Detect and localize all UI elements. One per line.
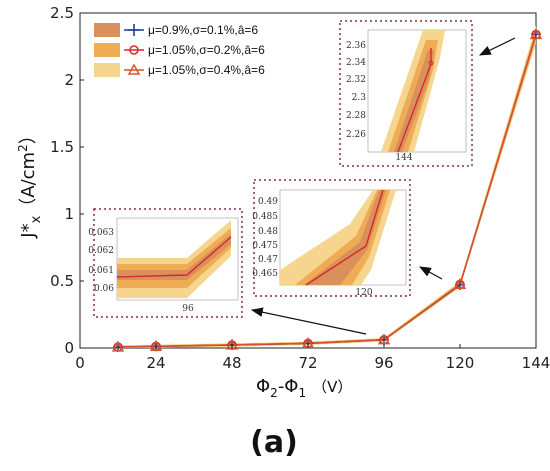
legend-swatch-1	[94, 23, 120, 37]
y-axis-ticks: 0 0.5 1 1.5 2 2.5	[50, 4, 84, 357]
x-label-dash: -Φ	[278, 376, 299, 397]
inset-144-band-inner	[394, 50, 434, 152]
inset-96-xtick: 96	[182, 304, 194, 314]
y-tick-label-2: 1	[64, 205, 74, 223]
legend: μ=0.9%,σ=0.1%,â=6 μ=1.05%,σ=0.2%,â=6 μ=1…	[94, 23, 265, 77]
inset-144-xtick: 144	[395, 153, 412, 163]
triangle-marker-s3-2	[225, 338, 239, 350]
x-label-sub2: 1	[298, 386, 306, 400]
inset-144-dotted-box	[339, 20, 473, 167]
y-label-unit: （A/cm	[18, 152, 39, 216]
inset-144-ytick-3: 2.32	[346, 75, 366, 85]
inset-120: 0.49 0.485 0.48 0.475 0.47 0.465 120	[252, 179, 411, 298]
triangle-marker-s3-5	[453, 277, 467, 290]
inset-144-ytick-2: 2.34	[346, 58, 366, 68]
y-tick-label-4: 2	[64, 71, 74, 89]
y-tick-label-3: 1.5	[50, 138, 74, 156]
y-label-unit-end: ）	[18, 126, 39, 144]
y-axis-label-text: J*x（A/cm2）	[16, 126, 44, 238]
y-label-unit-sup: 2	[16, 144, 30, 152]
y-tick-label-5: 2.5	[50, 4, 74, 22]
inset-96-ytick-4: 0.06	[94, 284, 114, 294]
legend-swatch-2	[94, 43, 120, 57]
circle-marker-icon	[129, 45, 139, 55]
inset-144-ytick-1: 2.36	[346, 41, 366, 51]
x-axis-ticks: 0 24 48 72 96 120 144	[75, 344, 550, 372]
y-tick-label-0: 0	[64, 339, 74, 357]
y-label-sub: x	[29, 215, 44, 223]
plus-marker-icon	[128, 24, 140, 36]
x-tick-label-5: 120	[446, 354, 475, 372]
inset-96-dotted-box	[93, 208, 243, 318]
triangle-marker-s3-6	[529, 27, 543, 40]
x-label-sub1: 2	[270, 386, 278, 400]
x-label-phi1: Φ	[256, 376, 270, 397]
inset-120-line	[305, 189, 384, 286]
y-label-star: *	[18, 223, 39, 232]
inset-120-band-mid	[295, 190, 390, 285]
x-tick-label-3: 72	[298, 354, 317, 372]
inset-144-ytick-6: 2.26	[346, 130, 366, 140]
inset-120-ytick-5: 0.47	[258, 255, 278, 265]
x-tick-label-0: 0	[75, 354, 85, 372]
triangle-marker-s3-4	[377, 333, 391, 345]
legend-label-3: μ=1.05%,σ=0.4%,â=6	[148, 63, 265, 77]
triangle-marker-icon	[127, 63, 141, 75]
inset-120-xtick: 120	[355, 288, 372, 298]
inset-120-ytick-6: 0.465	[252, 269, 278, 279]
inset-120-ytick-1: 0.49	[258, 197, 278, 207]
legend-label-1: μ=0.9%,σ=0.1%,â=6	[148, 23, 258, 37]
triangle-marker-s3-0	[111, 340, 125, 352]
inset-96-ytick-3: 0.061	[88, 266, 114, 276]
inset-96-ytick-1: 0.063	[88, 228, 114, 238]
arrow-to-inset-120	[418, 266, 443, 280]
arrow-to-inset-96	[250, 307, 367, 335]
y-axis-label: J*x（A/cm2）	[16, 126, 44, 238]
x-axis-label: Φ2-Φ1 （V）	[256, 376, 352, 400]
inset-120-ytick-2: 0.485	[252, 212, 278, 222]
inset-144-circle-marker	[428, 60, 434, 66]
x-tick-label-2: 48	[222, 354, 241, 372]
inset-96-ytick-2: 0.062	[88, 246, 114, 256]
x-tick-label-6: 144	[522, 354, 550, 372]
triangle-marker-s3-1	[149, 339, 163, 351]
x-tick-label-4: 96	[374, 354, 393, 372]
y-label-main: J	[18, 232, 39, 238]
inset-120-ytick-4: 0.475	[252, 241, 278, 251]
inset-120-band-inner	[304, 190, 386, 285]
arrow-to-inset-144	[478, 37, 516, 56]
legend-swatch-3	[94, 63, 120, 77]
inset-144-ytick-5: 2.28	[346, 111, 366, 121]
main-series-markers	[111, 27, 543, 353]
x-tick-label-1: 24	[146, 354, 165, 372]
x-label-unit: （V）	[312, 378, 352, 396]
inset-120-ytick-3: 0.48	[258, 227, 278, 237]
inset-96-line	[116, 236, 232, 278]
panel-label: (a)	[250, 425, 298, 460]
y-tick-label-1: 0.5	[50, 272, 74, 290]
inset-96: 0.063 0.062 0.061 0.06 96	[88, 208, 243, 318]
inset-144-line	[397, 48, 432, 153]
inset-120-dotted-box	[253, 179, 411, 297]
inset-144-ytick-4: 2.3	[352, 93, 367, 103]
legend-label-2: μ=1.05%,σ=0.2%,â=6	[148, 43, 265, 57]
inset-144: 2.36 2.34 2.32 2.3 2.28 2.26 144	[339, 20, 473, 167]
